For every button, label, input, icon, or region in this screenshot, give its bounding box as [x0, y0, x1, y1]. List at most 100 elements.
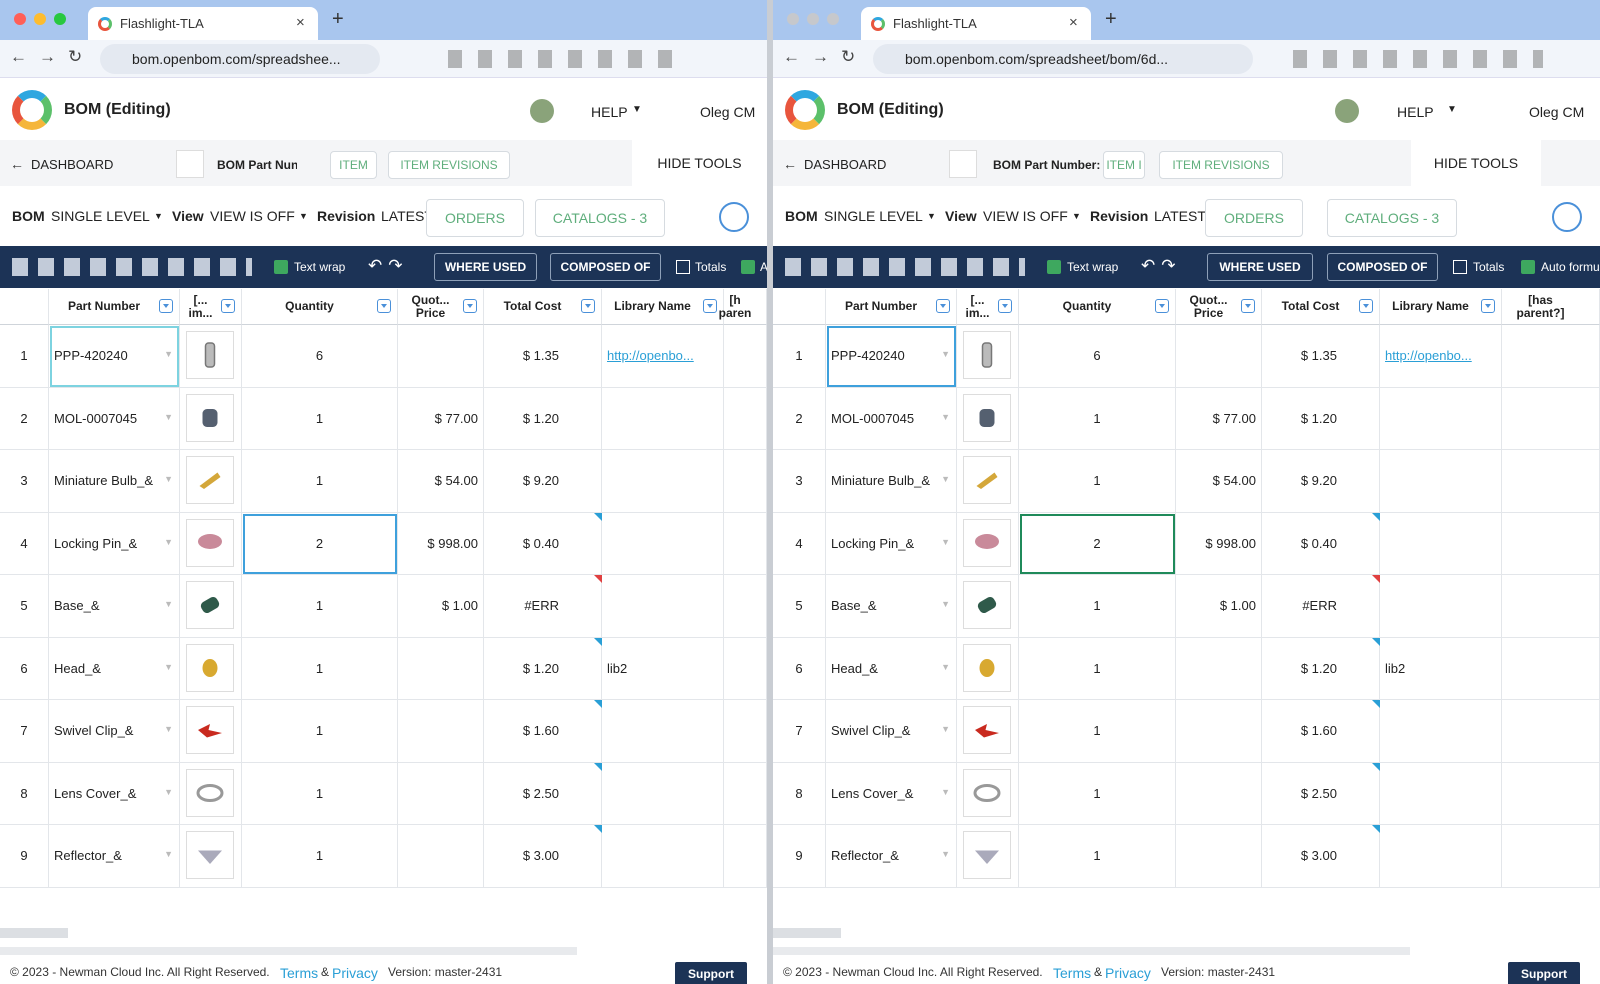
browser-tab[interactable]: Flashlight-TLA ×: [861, 7, 1091, 40]
dashboard-link[interactable]: ←: [10, 156, 24, 172]
library-cell[interactable]: http://openbo...: [1380, 325, 1502, 388]
extra-cell[interactable]: [724, 762, 767, 825]
column-header[interactable]: Library Name: [602, 289, 724, 325]
address-bar[interactable]: bom.openbom.com/spreadsheet/bom/6d...: [873, 44, 1253, 74]
orders-button[interactable]: ORDERS: [1205, 199, 1303, 237]
quantity-cell[interactable]: 1: [242, 762, 398, 825]
bom-value[interactable]: SINGLE LEVEL: [51, 208, 150, 224]
price-cell[interactable]: [1176, 825, 1262, 888]
extra-cell[interactable]: [724, 700, 767, 763]
extra-cell[interactable]: [724, 450, 767, 513]
total-cost-cell[interactable]: $ 9.20: [484, 450, 602, 513]
total-cost-cell[interactable]: $ 2.50: [1262, 762, 1380, 825]
total-cost-cell[interactable]: $ 0.40: [1262, 512, 1380, 575]
window-control[interactable]: [54, 13, 66, 25]
price-cell[interactable]: $ 1.00: [398, 575, 484, 638]
quantity-cell[interactable]: 1: [242, 575, 398, 638]
quantity-cell[interactable]: 1: [1019, 762, 1176, 825]
price-cell[interactable]: $ 998.00: [1176, 512, 1262, 575]
column-filter[interactable]: [159, 299, 173, 313]
part-cell[interactable]: Base_& ▼: [826, 575, 957, 638]
part-cell[interactable]: Head_& ▼: [49, 637, 180, 700]
item-revisions-button[interactable]: ITEM REVISIONS: [1159, 151, 1283, 179]
quantity-cell[interactable]: 1: [242, 700, 398, 763]
nav-buttons[interactable]: ←→↻: [783, 47, 868, 66]
column-filter[interactable]: [1481, 299, 1495, 313]
view-value[interactable]: VIEW IS OFF: [983, 208, 1068, 224]
auto-checkbox[interactable]: [741, 260, 755, 274]
composed-of-button[interactable]: COMPOSED OF: [1327, 253, 1438, 281]
part-cell[interactable]: PPP-420240 ▼: [49, 325, 180, 388]
library-cell[interactable]: http://openbo...: [602, 325, 724, 388]
extra-cell[interactable]: [1502, 637, 1600, 700]
column-header[interactable]: Part Number: [49, 289, 180, 325]
part-cell[interactable]: Lens Cover_& ▼: [826, 762, 957, 825]
help-menu[interactable]: HELP: [591, 104, 628, 120]
extra-cell[interactable]: [1502, 325, 1600, 388]
part-cell[interactable]: Head_& ▼: [826, 637, 957, 700]
footer-terms[interactable]: Terms: [280, 965, 319, 981]
extra-cell[interactable]: [724, 575, 767, 638]
part-cell[interactable]: Swivel Clip_& ▼: [826, 700, 957, 763]
extra-cell[interactable]: [724, 637, 767, 700]
extra-cell[interactable]: [1502, 387, 1600, 450]
column-filter[interactable]: [377, 299, 391, 313]
total-cost-cell[interactable]: $ 1.20: [1262, 387, 1380, 450]
extra-cell[interactable]: [724, 325, 767, 388]
extra-cell[interactable]: [1502, 512, 1600, 575]
browser-tab[interactable]: Flashlight-TLA ×: [88, 7, 318, 40]
total-cost-cell[interactable]: $ 2.50: [484, 762, 602, 825]
part-cell[interactable]: Base_& ▼: [49, 575, 180, 638]
price-cell[interactable]: [398, 325, 484, 388]
total-cost-cell[interactable]: $ 1.20: [484, 387, 602, 450]
totals-checkbox[interactable]: [1453, 260, 1467, 274]
total-cost-cell[interactable]: $ 1.60: [484, 700, 602, 763]
extra-cell[interactable]: [1502, 700, 1600, 763]
library-cell[interactable]: [602, 387, 724, 450]
extra-cell[interactable]: [1502, 825, 1600, 888]
column-filter[interactable]: [221, 299, 235, 313]
window-control[interactable]: [827, 13, 839, 25]
total-cost-cell[interactable]: #ERR: [484, 575, 602, 638]
price-cell[interactable]: [398, 637, 484, 700]
column-header[interactable]: [... im...: [180, 289, 242, 325]
column-filter[interactable]: [936, 299, 950, 313]
view-value[interactable]: VIEW IS OFF: [210, 208, 295, 224]
window-control[interactable]: [34, 13, 46, 25]
extra-cell[interactable]: [724, 512, 767, 575]
item-revisions-button[interactable]: ITEM REVISIONS: [388, 151, 510, 179]
column-header[interactable]: Part Number: [826, 289, 957, 325]
quantity-cell[interactable]: 1: [242, 450, 398, 513]
toolbar-icons[interactable]: [12, 258, 252, 276]
item-button[interactable]: ITEM I: [1103, 151, 1145, 179]
where-used-button[interactable]: WHERE USED: [434, 253, 537, 281]
price-cell[interactable]: [1176, 700, 1262, 763]
new-tab[interactable]: +: [1105, 8, 1117, 30]
support-button[interactable]: Support: [675, 962, 747, 984]
column-header[interactable]: [h paren: [719, 289, 767, 325]
extra-cell[interactable]: [1502, 575, 1600, 638]
revision-value[interactable]: LATEST: [1154, 208, 1206, 224]
quantity-cell[interactable]: 1: [1019, 637, 1176, 700]
library-cell[interactable]: [602, 575, 724, 638]
catalogs-button[interactable]: CATALOGS - 3: [1327, 199, 1457, 237]
catalogs-button[interactable]: CATALOGS - 3: [535, 199, 665, 237]
orders-button[interactable]: ORDERS: [426, 199, 524, 237]
extra-cell[interactable]: [1502, 450, 1600, 513]
footer-privacy[interactable]: Privacy: [332, 965, 378, 981]
total-cost-cell[interactable]: $ 1.35: [484, 325, 602, 388]
library-cell[interactable]: [602, 700, 724, 763]
hide-tools[interactable]: HIDE TOOLS: [632, 140, 767, 186]
total-cost-cell[interactable]: $ 1.20: [1262, 637, 1380, 700]
quantity-cell[interactable]: 1: [242, 387, 398, 450]
dashboard-link[interactable]: ←: [783, 156, 797, 172]
price-cell[interactable]: $ 54.00: [398, 450, 484, 513]
price-cell[interactable]: [1176, 762, 1262, 825]
quantity-cell[interactable]: 2: [242, 512, 398, 575]
column-header[interactable]: Quot... Price: [1176, 289, 1262, 325]
column-filter[interactable]: [463, 299, 477, 313]
column-header[interactable]: [... im...: [957, 289, 1019, 325]
dashboard-link[interactable]: DASHBOARD: [31, 157, 114, 172]
library-cell[interactable]: lib2: [602, 637, 724, 700]
total-cost-cell[interactable]: $ 3.00: [1262, 825, 1380, 888]
